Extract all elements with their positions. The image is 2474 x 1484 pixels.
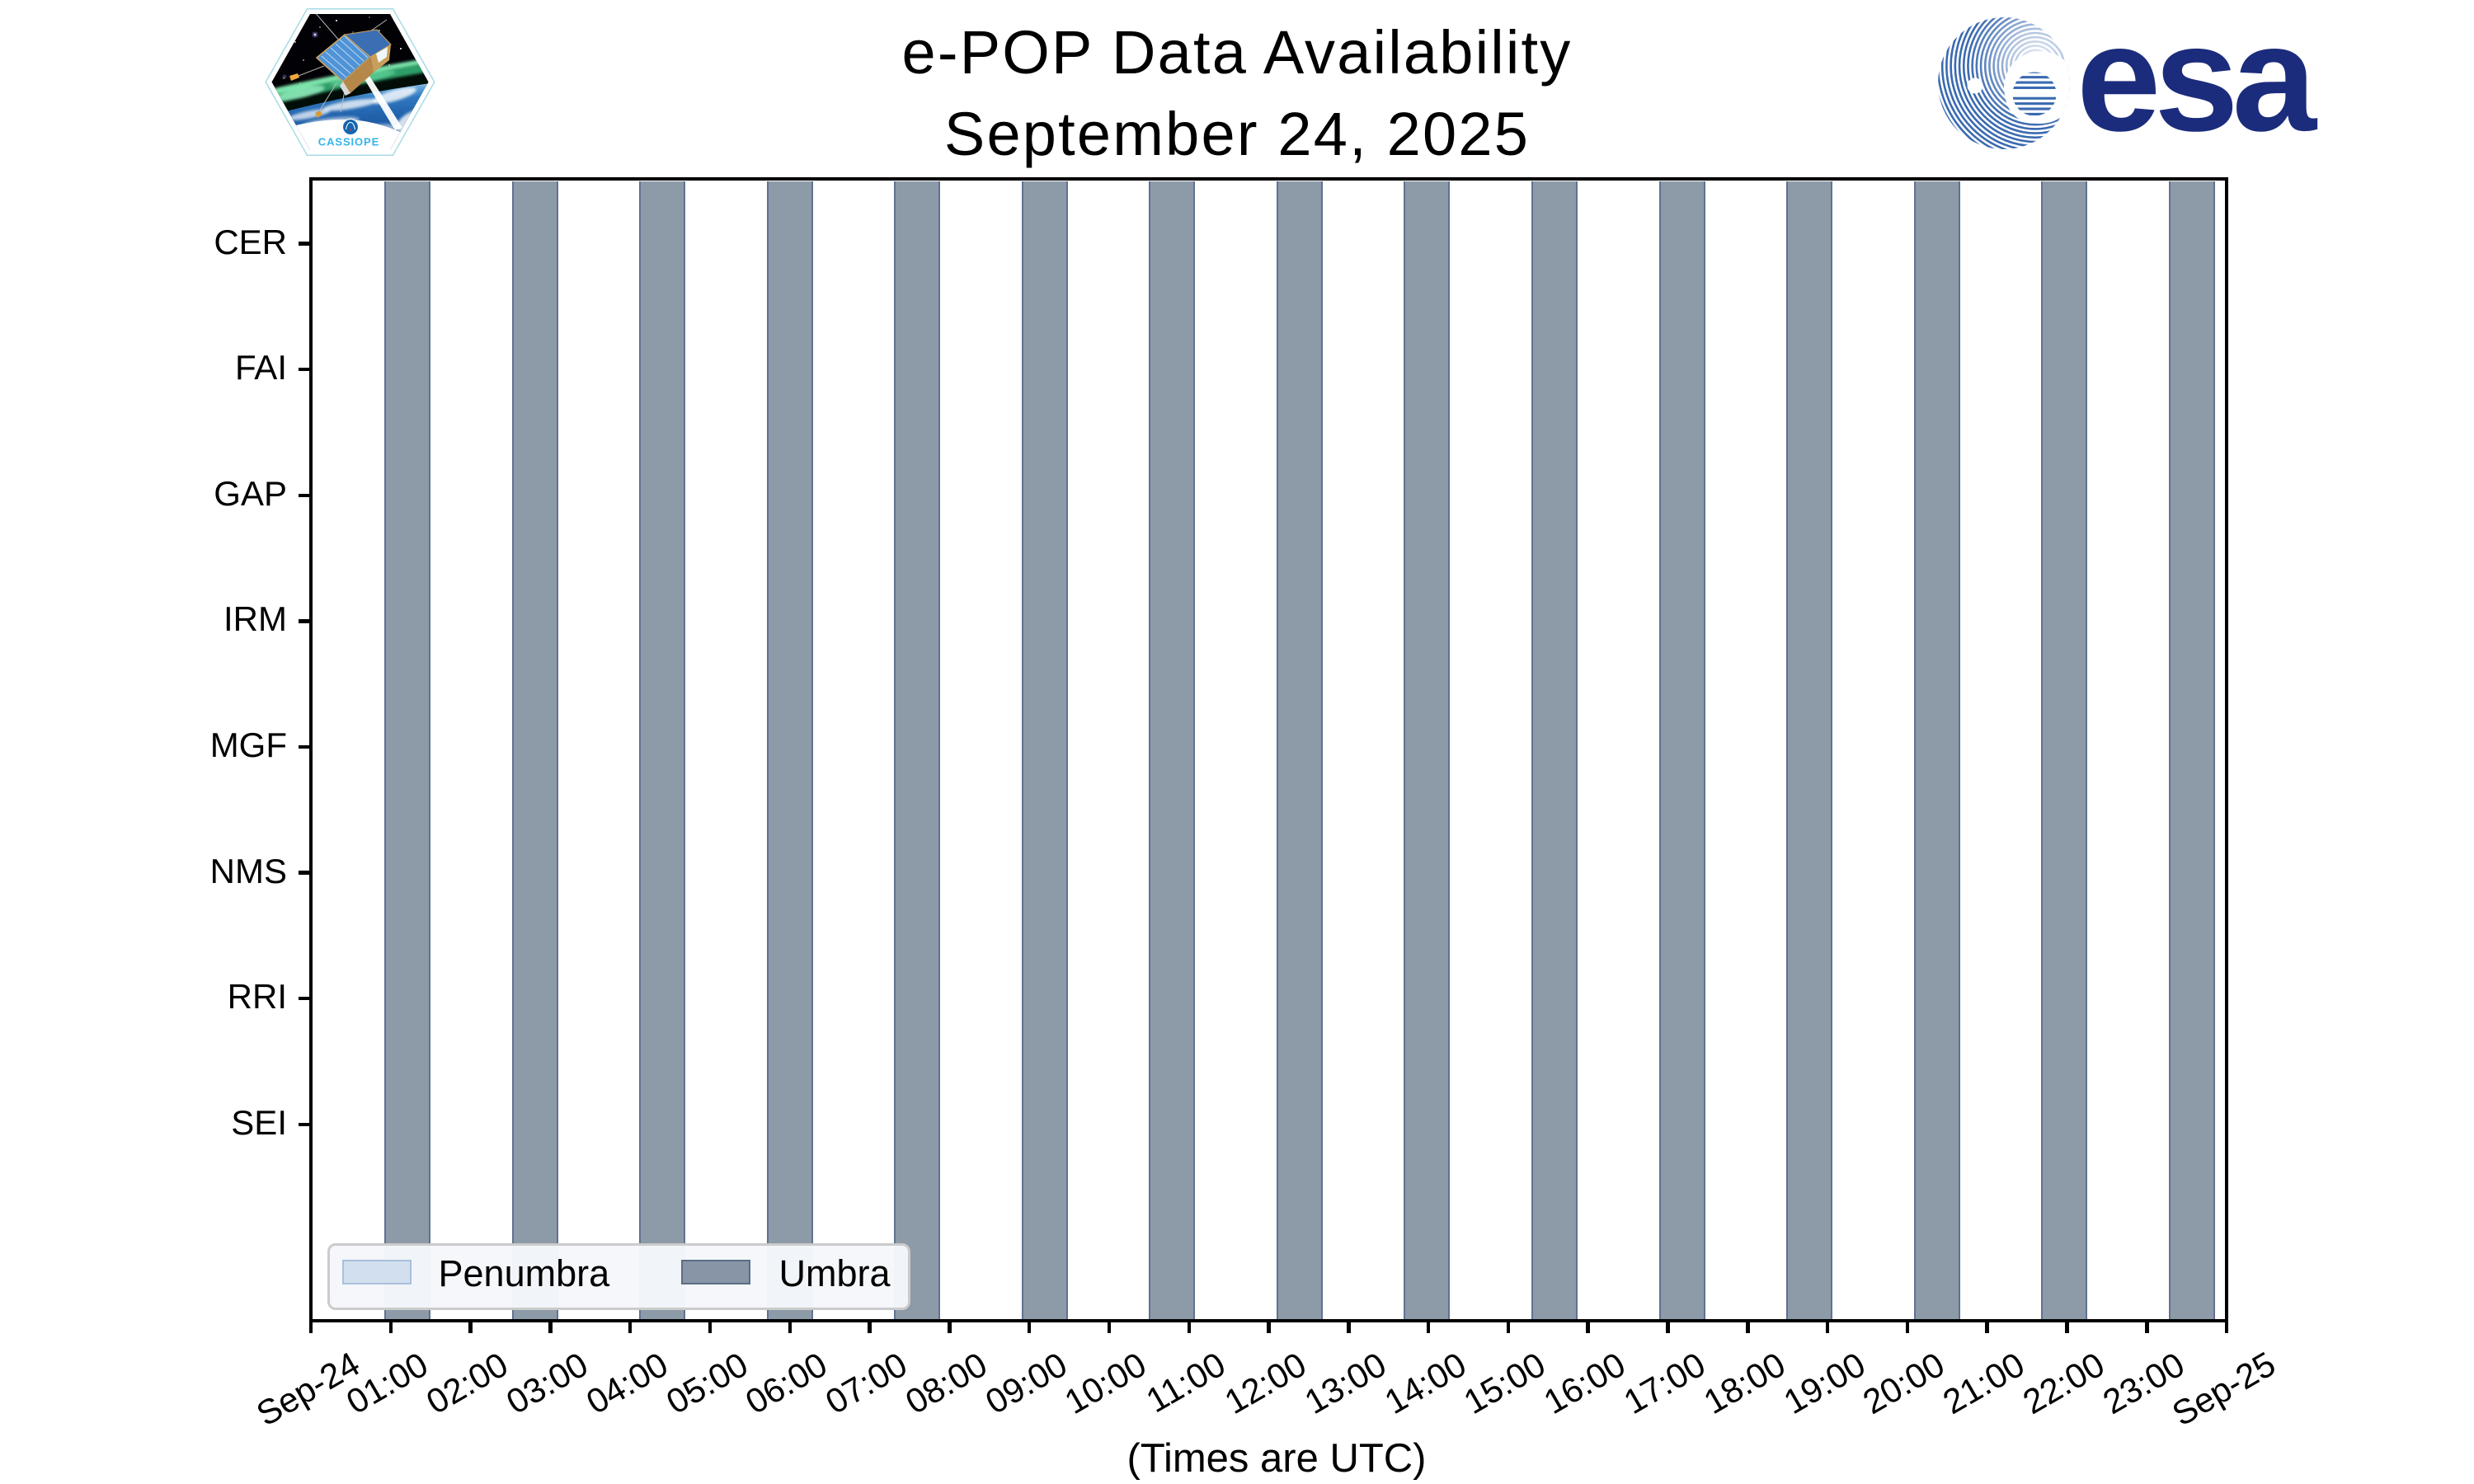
svg-text:esa: esa <box>2077 8 2318 162</box>
svg-text:CASSIOPE: CASSIOPE <box>318 136 379 148</box>
